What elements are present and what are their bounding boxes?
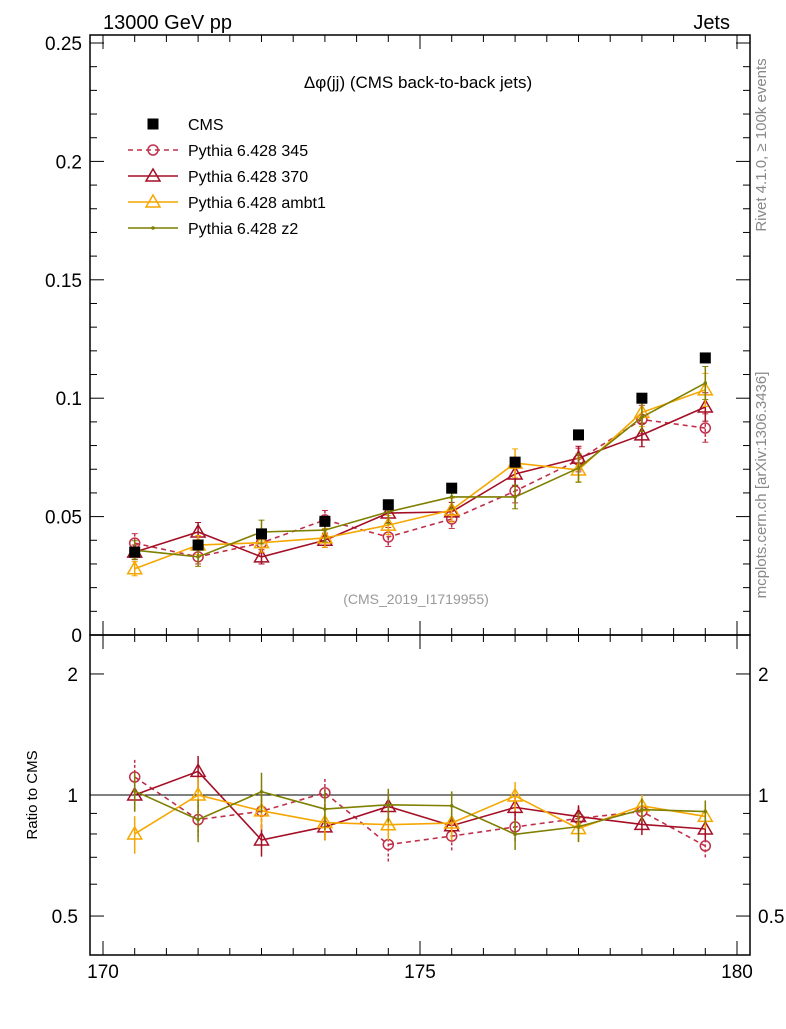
data-point bbox=[509, 456, 521, 468]
ratio-point bbox=[189, 762, 207, 778]
ratio-point bbox=[253, 831, 270, 846]
x-tick-label: 175 bbox=[404, 962, 436, 983]
data-point bbox=[573, 429, 584, 441]
data-point bbox=[256, 528, 267, 540]
legend-marker bbox=[147, 118, 159, 130]
chart-title: Δφ(jj) (CMS back-to-back jets) bbox=[304, 73, 532, 92]
data-point bbox=[640, 415, 644, 419]
data-point bbox=[386, 510, 391, 514]
ratio-series-line bbox=[134, 790, 706, 836]
ratio-tick-label: 2 bbox=[67, 665, 78, 686]
data-point bbox=[382, 499, 394, 511]
y-tick-label: 0.1 bbox=[56, 389, 82, 410]
ratio-ylabel: Ratio to CMS bbox=[24, 750, 41, 839]
ratio-point bbox=[633, 815, 651, 831]
ratio-point bbox=[703, 809, 708, 814]
ratio-tick-label-right: 1 bbox=[758, 786, 769, 807]
data-point bbox=[699, 352, 711, 364]
ratio-point bbox=[259, 789, 264, 794]
header-right: Jets bbox=[693, 12, 730, 34]
data-point bbox=[253, 534, 270, 549]
data-point bbox=[633, 426, 651, 441]
data-point bbox=[699, 422, 712, 434]
data-point bbox=[576, 466, 581, 470]
rivet-label: Rivet 4.1.0, ≥ 100k events bbox=[753, 58, 770, 231]
series-line bbox=[134, 418, 706, 558]
ratio-tick-label-right: 2 bbox=[758, 665, 769, 686]
data-point bbox=[196, 555, 200, 559]
data-point bbox=[703, 381, 708, 385]
y-tick-label: 0.15 bbox=[45, 271, 82, 292]
ratio-point bbox=[132, 789, 137, 793]
ratio-point bbox=[449, 803, 454, 808]
data-point bbox=[636, 392, 648, 404]
series-line bbox=[134, 389, 706, 570]
series-line bbox=[134, 382, 706, 558]
legend-marker bbox=[144, 167, 162, 182]
header-left: 13000 GeV pp bbox=[103, 12, 232, 34]
data-point bbox=[126, 560, 144, 575]
ratio-tick-label: 0.5 bbox=[52, 907, 78, 928]
data-point bbox=[129, 546, 141, 558]
ratio-tick-label: 1 bbox=[67, 786, 78, 807]
y-tick-label: 0.05 bbox=[45, 508, 82, 529]
ratio-point bbox=[699, 840, 712, 852]
ratio-point bbox=[640, 807, 644, 812]
ratio-point bbox=[513, 832, 517, 837]
series-line bbox=[134, 406, 706, 558]
data-point bbox=[192, 539, 204, 551]
x-tick-label: 180 bbox=[721, 962, 753, 983]
ratio-point bbox=[126, 825, 144, 840]
data-point bbox=[446, 482, 458, 494]
ratio-tick-label-right: 0.5 bbox=[758, 907, 784, 928]
ratio-series-line bbox=[134, 794, 706, 835]
mcplots-label: mcplots.cern.ch [arXiv:1306.3436] bbox=[753, 372, 770, 599]
y-tick-label: 0 bbox=[71, 626, 82, 647]
legend-marker bbox=[144, 193, 162, 208]
ratio-point bbox=[696, 820, 714, 835]
legend-label: Pythia 6.428 ambt1 bbox=[188, 195, 326, 212]
ratio-point bbox=[576, 824, 581, 829]
legend-marker bbox=[147, 144, 159, 156]
ratio-point bbox=[323, 807, 327, 811]
legend-marker bbox=[151, 226, 155, 230]
data-point bbox=[316, 529, 334, 544]
legend-label: Pythia 6.428 345 bbox=[188, 143, 308, 160]
data-point bbox=[253, 548, 270, 563]
ratio-series-line bbox=[134, 776, 706, 847]
data-point bbox=[513, 495, 517, 499]
ratio-point bbox=[196, 817, 200, 822]
legend-label: Pythia 6.428 z2 bbox=[188, 221, 298, 238]
data-point bbox=[319, 515, 331, 527]
ratio-point bbox=[506, 798, 524, 814]
ratio-point bbox=[386, 802, 391, 807]
y-tick-label: 0.25 bbox=[45, 34, 82, 55]
watermark: (CMS_2019_I1719955) bbox=[343, 591, 489, 607]
legend-label: Pythia 6.428 370 bbox=[188, 169, 308, 186]
data-point bbox=[506, 465, 524, 480]
ratio-point bbox=[443, 814, 461, 829]
x-tick-label: 170 bbox=[87, 962, 119, 983]
ratio-point bbox=[379, 816, 397, 831]
data-point bbox=[379, 516, 397, 531]
data-point bbox=[443, 501, 461, 516]
ratio-point bbox=[506, 787, 524, 802]
data-point bbox=[323, 528, 327, 532]
legend-label: CMS bbox=[188, 117, 224, 134]
y-tick-label: 0.2 bbox=[56, 152, 82, 173]
ratio-point bbox=[253, 802, 270, 817]
data-point bbox=[696, 398, 714, 413]
data-point bbox=[449, 495, 454, 499]
